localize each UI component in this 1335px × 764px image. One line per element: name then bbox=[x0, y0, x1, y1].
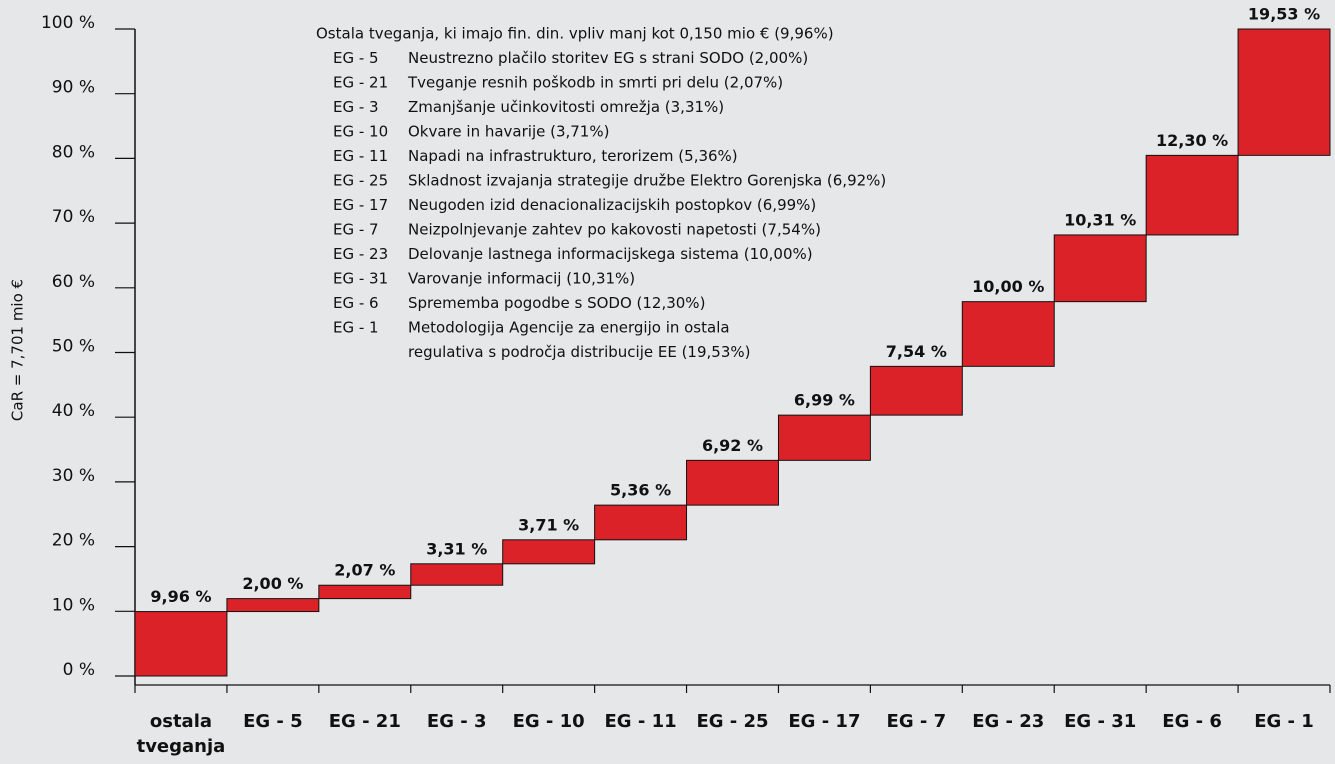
legend-text: Neustrezno plačilo storitev EG s strani … bbox=[408, 49, 808, 67]
bar bbox=[961, 301, 1055, 367]
bar bbox=[502, 539, 596, 565]
legend-code: EG - 10 bbox=[333, 123, 388, 141]
legend-code: EG - 6 bbox=[333, 294, 379, 312]
legend-text: Okvare in havarije (3,71%) bbox=[408, 123, 609, 141]
y-tick-label: 100 % bbox=[41, 13, 95, 33]
legend-code: EG - 11 bbox=[333, 147, 388, 165]
y-tick-label: 0 % bbox=[63, 660, 95, 680]
value-label: 6,92 % bbox=[702, 436, 763, 455]
legend-code: EG - 17 bbox=[333, 196, 388, 214]
bar bbox=[134, 611, 228, 677]
value-label: 3,71 % bbox=[518, 515, 579, 534]
x-tick-label: EG - 17 bbox=[788, 711, 860, 732]
value-label: 2,07 % bbox=[334, 561, 395, 580]
x-tick-label: EG - 21 bbox=[329, 711, 401, 732]
x-tick-label: EG - 6 bbox=[1162, 711, 1222, 732]
bar bbox=[686, 459, 779, 506]
legend-code: EG - 23 bbox=[333, 245, 388, 263]
y-tick-label: 50 % bbox=[52, 337, 95, 357]
value-label: 12,30 % bbox=[1156, 131, 1228, 150]
x-tick-label: EG - 1 bbox=[1254, 711, 1314, 732]
legend-text: Delovanje lastnega informacijskega siste… bbox=[408, 245, 813, 263]
y-tick-label: 20 % bbox=[52, 531, 95, 551]
x-tick-label: EG - 11 bbox=[605, 711, 677, 732]
legend-code: EG - 7 bbox=[333, 221, 379, 239]
y-tick-label: 70 % bbox=[52, 207, 95, 227]
bar bbox=[1053, 234, 1147, 303]
x-tick-label: EG - 25 bbox=[696, 711, 768, 732]
x-tick-label: ostala tveganja bbox=[137, 711, 226, 757]
y-tick-label: 10 % bbox=[52, 595, 95, 615]
x-tick-label: EG - 23 bbox=[972, 711, 1044, 732]
bar bbox=[318, 584, 412, 600]
bar bbox=[1145, 154, 1239, 236]
x-tick-label: EG - 7 bbox=[887, 711, 947, 732]
legend-code: EG - 5 bbox=[333, 49, 379, 67]
legend-text: Sprememba pogodbe s SODO (12,30%) bbox=[408, 294, 705, 312]
legend-text: Tveganje resnih poškodb in smrti pri del… bbox=[407, 74, 783, 92]
legend-title: Ostala tveganja, ki imajo fin. din. vpli… bbox=[316, 25, 834, 43]
bar bbox=[777, 414, 871, 461]
y-tick-label: 40 % bbox=[52, 401, 95, 421]
y-tick-label: 30 % bbox=[52, 466, 95, 486]
value-label: 9,96 % bbox=[150, 587, 211, 606]
y-tick-label: 90 % bbox=[52, 78, 95, 98]
legend-code: EG - 1 bbox=[333, 319, 379, 337]
bar bbox=[226, 598, 320, 613]
y-tick-label: 80 % bbox=[52, 142, 95, 162]
legend-code: EG - 21 bbox=[333, 74, 388, 92]
legend-text: Neizpolnjevanje zahtev po kakovosti nape… bbox=[408, 221, 821, 239]
legend-text: Zmanjšanje učinkovitosti omrežja (3,31%) bbox=[408, 98, 724, 116]
legend-code: EG - 3 bbox=[333, 98, 379, 116]
bar bbox=[1237, 28, 1331, 156]
x-tick-label: EG - 3 bbox=[427, 711, 487, 732]
y-axis-label: CaR = 7,701 mio € bbox=[9, 279, 27, 421]
legend-text: regulativa s področja distribucije EE (1… bbox=[408, 343, 750, 361]
value-label: 7,54 % bbox=[886, 342, 947, 361]
legend-text: Metodologija Agencije za energijo in ost… bbox=[408, 319, 730, 337]
legend-code: EG - 31 bbox=[333, 270, 388, 288]
y-tick-label: 60 % bbox=[52, 272, 95, 292]
legend-text: Varovanje informacij (10,31%) bbox=[408, 270, 635, 288]
value-label: 19,53 % bbox=[1248, 5, 1320, 24]
bar bbox=[869, 365, 963, 416]
legend-text: Skladnost izvajanja strategije družbe El… bbox=[408, 172, 886, 190]
x-tick-label: EG - 31 bbox=[1064, 711, 1136, 732]
legend-code: EG - 25 bbox=[333, 172, 388, 190]
x-tick-label: EG - 10 bbox=[513, 711, 585, 732]
x-tick-label: EG - 5 bbox=[243, 711, 303, 732]
legend-text: Napadi na infrastrukturo, terorizem (5,3… bbox=[408, 147, 738, 165]
value-label: 10,00 % bbox=[972, 277, 1044, 296]
bar bbox=[410, 563, 504, 586]
value-label: 10,31 % bbox=[1064, 210, 1136, 229]
value-label: 5,36 % bbox=[610, 481, 671, 500]
value-label: 2,00 % bbox=[242, 574, 303, 593]
value-label: 3,31 % bbox=[426, 539, 487, 558]
legend-text: Neugoden izid denacionalizacijskih posto… bbox=[408, 196, 816, 214]
value-label: 6,99 % bbox=[794, 391, 855, 410]
bar bbox=[594, 504, 688, 541]
